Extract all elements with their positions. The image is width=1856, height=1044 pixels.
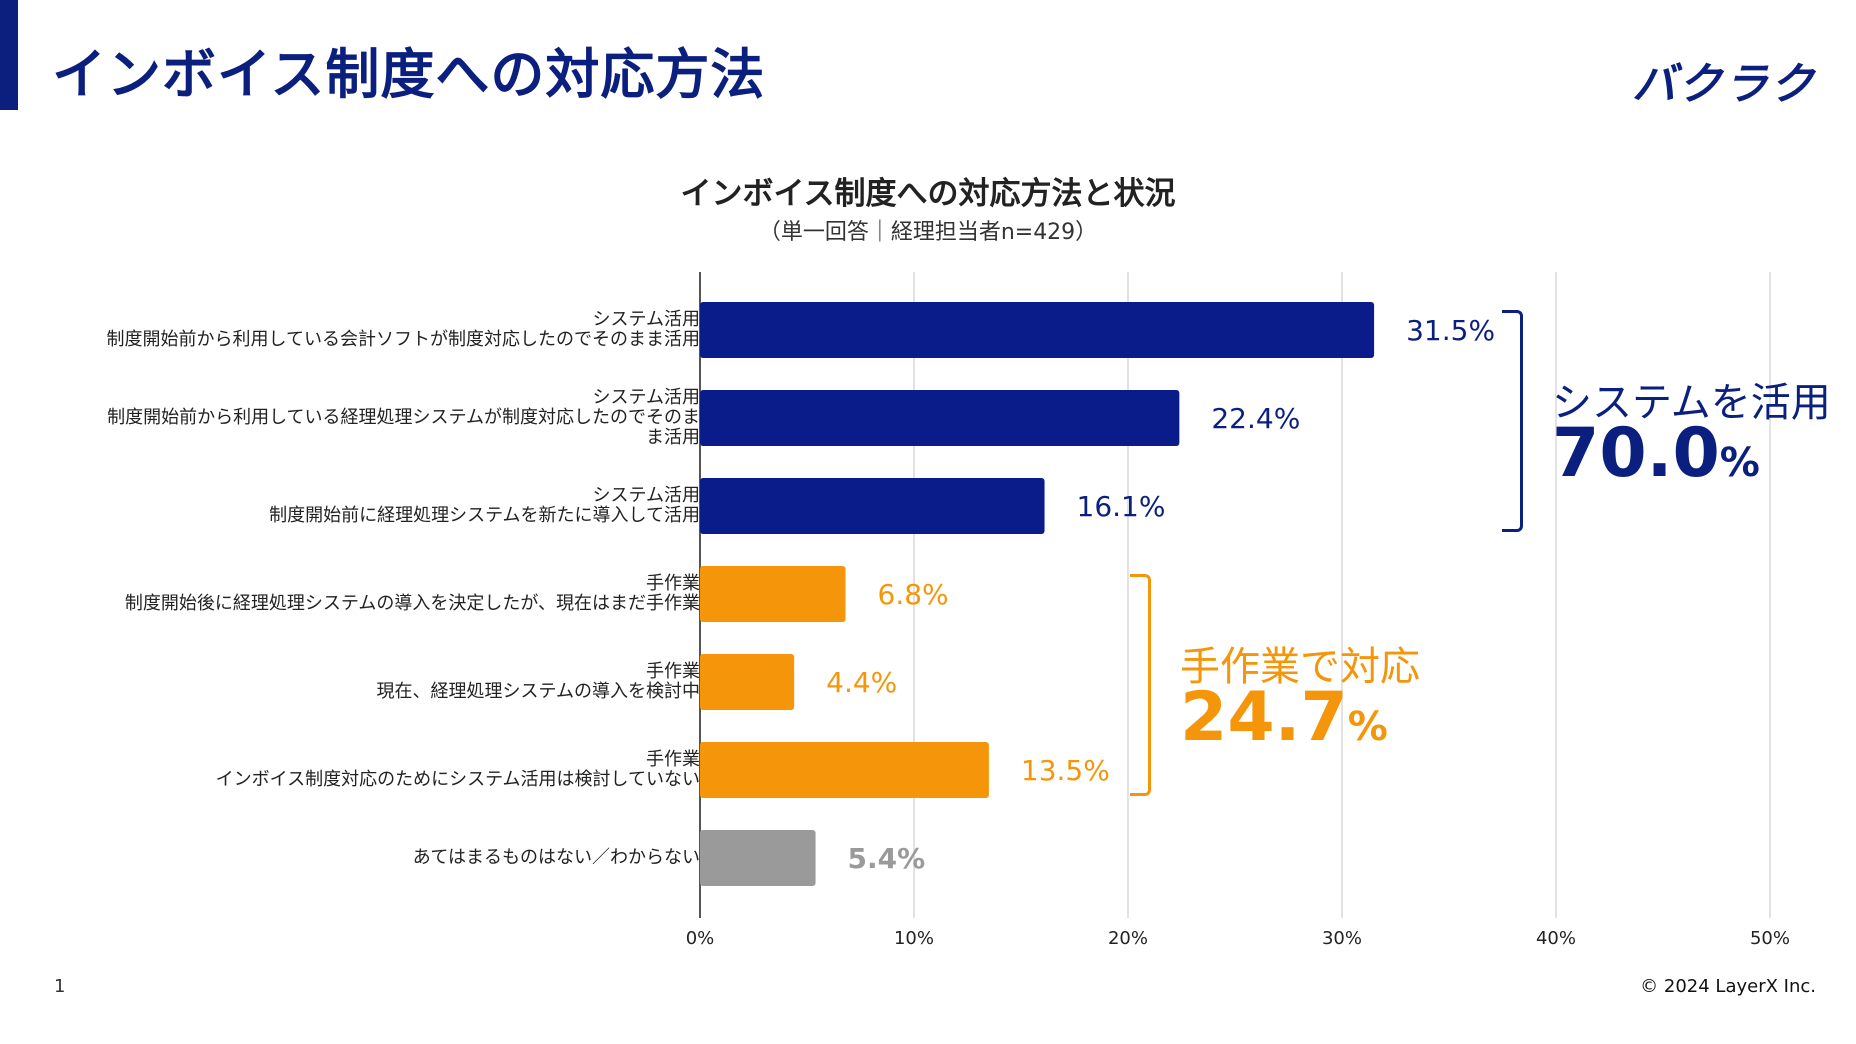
system-group-total: 70.0% <box>1552 414 1760 493</box>
system-group-bracket <box>1502 310 1523 532</box>
bar <box>700 302 1375 358</box>
x-tick-label: 20% <box>1108 928 1148 949</box>
bakuraku-logo: バクラク <box>1632 59 1816 110</box>
system-group-total-unit: % <box>1719 440 1760 486</box>
category-label: 手作業 現在、経理処理システムの導入を検討中 <box>0 662 700 702</box>
data-label: 13.5% <box>1021 754 1110 787</box>
x-tick-label: 30% <box>1322 928 1362 949</box>
manual-group-total-value: 24.7 <box>1180 678 1348 757</box>
category-label: 手作業 インボイス制度対応のためにシステム活用は検討していない <box>0 750 700 790</box>
category-label-line: あてはまるものはない／わからない <box>412 847 700 868</box>
chart-title: インボイス制度への対応方法と状況 <box>680 176 1176 212</box>
data-label: 16.1% <box>1077 490 1166 523</box>
bar <box>700 654 795 710</box>
category-label-line: ま活用 <box>646 427 700 448</box>
bar <box>700 742 989 798</box>
category-label-line: 制度開始後に経理処理システムの導入を決定したが、現在はまだ手作業 <box>124 593 700 614</box>
category-label: 手作業 制度開始後に経理処理システムの導入を決定したが、現在はまだ手作業 <box>0 574 700 614</box>
chart-subtitle: （単一回答｜経理担当者n=429） <box>758 220 1098 245</box>
category-label-line: システム活用 <box>592 387 700 408</box>
category-label-line: システム活用 <box>592 309 700 330</box>
category-label-line: システム活用 <box>592 485 700 506</box>
category-label-line: 制度開始前に経理処理システムを新たに導入して活用 <box>269 505 700 526</box>
category-label: システム活用 制度開始前に経理処理システムを新たに導入して活用 <box>0 486 700 526</box>
data-label: 22.4% <box>1211 402 1300 435</box>
category-label-line: インボイス制度対応のためにシステム活用は検討していない <box>215 769 700 790</box>
bar <box>700 390 1180 446</box>
manual-group-bracket <box>1130 574 1151 796</box>
x-tick-label: 0% <box>686 928 715 949</box>
category-label: システム活用 制度開始前から利用している経理処理システムが制度対応したのでそのまま… <box>0 388 700 448</box>
category-label-line: 制度開始前から利用している経理処理システムが制度対応したのでそのま <box>107 407 700 428</box>
bar <box>700 566 846 622</box>
category-label-line: 制度開始前から利用している会計ソフトが制度対応したのでそのまま活用 <box>106 329 700 350</box>
manual-group-total-unit: % <box>1347 704 1388 750</box>
system-group-label: システムを活用 <box>1552 380 1831 426</box>
data-label: 6.8% <box>878 578 949 611</box>
category-label: システム活用 制度開始前から利用している会計ソフトが制度対応したのでそのまま活用 <box>0 310 700 350</box>
manual-group-total: 24.7% <box>1180 678 1388 757</box>
category-label-line: 手作業 <box>646 573 700 594</box>
data-label: 31.5% <box>1406 314 1495 347</box>
x-tick-label: 40% <box>1536 928 1576 949</box>
data-label: 5.4% <box>848 842 926 875</box>
bar <box>700 830 816 886</box>
manual-group-label: 手作業で対応 <box>1180 644 1420 690</box>
x-tick-label: 50% <box>1750 928 1790 949</box>
x-tick-label: 10% <box>894 928 934 949</box>
title-accent-bar <box>0 0 18 110</box>
page-number: 1 <box>54 976 66 997</box>
category-label: あてはまるものはない／わからない <box>0 848 700 868</box>
copyright: © 2024 LayerX Inc. <box>1640 976 1816 997</box>
slide-title: インボイス制度への対応方法 <box>52 43 766 106</box>
data-label: 4.4% <box>826 666 897 699</box>
system-group-total-value: 70.0 <box>1552 414 1720 493</box>
bar <box>700 478 1045 534</box>
category-label-line: 現在、経理処理システムの導入を検討中 <box>376 681 700 702</box>
category-label-line: 手作業 <box>646 661 700 682</box>
category-label-line: 手作業 <box>646 749 700 770</box>
